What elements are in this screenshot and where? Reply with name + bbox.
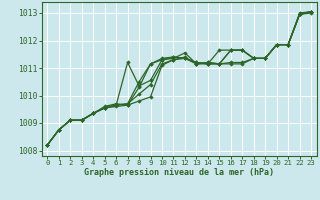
X-axis label: Graphe pression niveau de la mer (hPa): Graphe pression niveau de la mer (hPa) [84, 168, 274, 177]
